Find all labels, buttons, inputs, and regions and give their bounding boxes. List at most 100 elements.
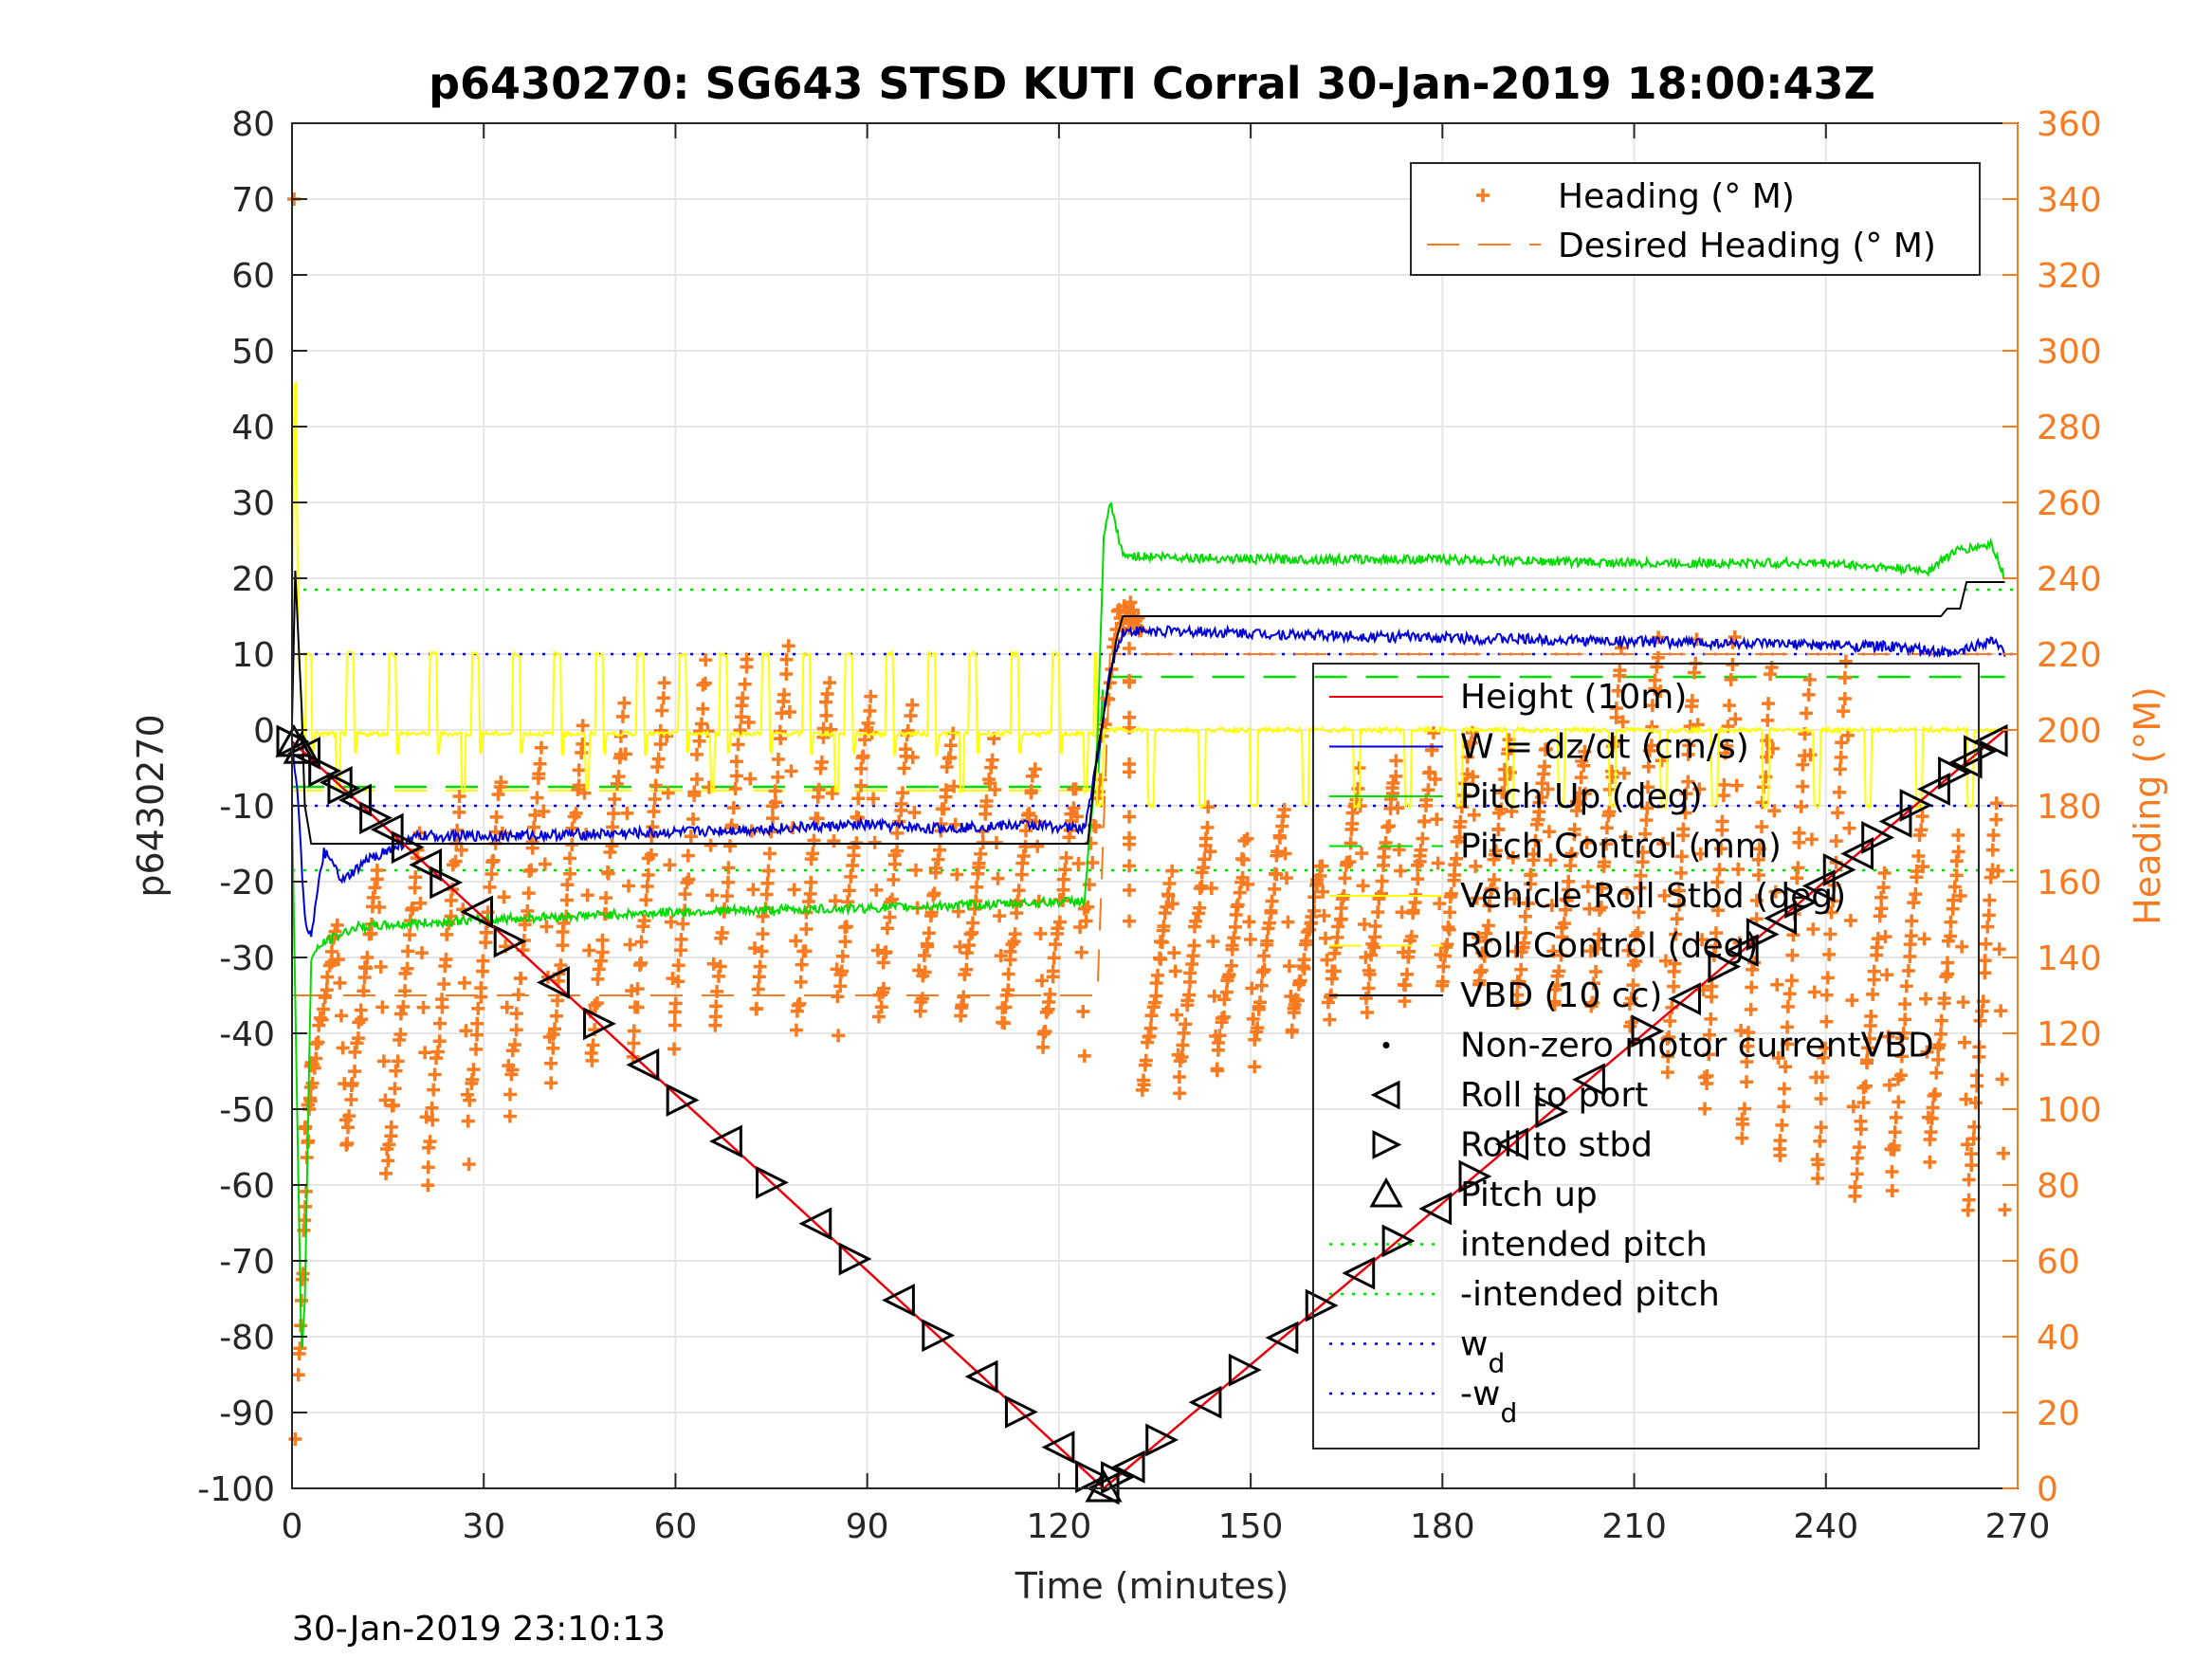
y-right-tick-label: 0 <box>2037 1470 2058 1509</box>
heading-point <box>1742 1026 1756 1040</box>
heading-point <box>586 1038 600 1052</box>
heading-point <box>771 770 785 784</box>
heading-point <box>1970 1068 1984 1083</box>
heading-point <box>1947 893 1961 907</box>
heading-point <box>1236 852 1251 866</box>
heading-point <box>388 1082 402 1096</box>
heading-point <box>668 996 683 1011</box>
heading-point <box>474 981 488 995</box>
heading-point <box>1598 855 1612 869</box>
x-tick-label: 240 <box>1793 1507 1858 1546</box>
heading-point <box>1858 1079 1873 1093</box>
heading-point <box>1682 738 1696 753</box>
heading-point <box>696 702 710 716</box>
heading-point <box>779 667 794 682</box>
heading-point <box>950 867 964 882</box>
heading-point <box>1487 873 1501 887</box>
heading-point <box>1323 1012 1337 1027</box>
heading-point <box>1317 908 1331 922</box>
heading-point <box>461 1114 475 1128</box>
heading-point <box>1290 994 1305 1008</box>
heading-point <box>1547 994 1562 1009</box>
legend-main-label: Non-zero motor currentVBD <box>1460 1027 1934 1066</box>
heading-point <box>1631 926 1645 940</box>
legend-main-label: Vehicle Roll Stbd (deg) <box>1460 877 1846 916</box>
heading-point <box>789 934 803 948</box>
legend-main-label: Roll to port <box>1460 1076 1648 1115</box>
y-right-tick-label: 20 <box>2037 1395 2080 1433</box>
y-right-tick-label: 100 <box>2037 1091 2102 1130</box>
heading-point <box>1093 773 1107 787</box>
heading-point <box>1546 944 1561 958</box>
heading-point <box>1518 909 1532 923</box>
heading-point <box>1940 956 1954 970</box>
heading-point <box>915 992 929 1006</box>
heading-point <box>559 893 574 907</box>
heading-point <box>1406 903 1420 918</box>
heading-point <box>1131 611 1145 625</box>
heading-point <box>667 1018 682 1032</box>
heading-point <box>617 696 631 710</box>
heading-point <box>1016 848 1031 863</box>
heading-point <box>425 1101 439 1115</box>
y-left-tick-label: 60 <box>231 257 275 296</box>
heading-point <box>348 1045 362 1059</box>
heading-point <box>728 781 742 795</box>
heading-point <box>1231 898 1245 912</box>
heading-point <box>413 896 428 910</box>
heading-point <box>345 1077 359 1091</box>
heading-point <box>563 866 577 881</box>
heading-point <box>1175 1049 1189 1064</box>
heading-point <box>1170 1008 1184 1022</box>
heading-point <box>1888 1125 1902 1139</box>
heading-point <box>468 1042 483 1056</box>
legend-main: Height (10m) W = dz/dt (cm/s) Pitch Up (de… <box>1312 663 1980 1449</box>
heading-point <box>1949 854 1964 868</box>
heading-point <box>1882 1078 1896 1092</box>
heading-point <box>1693 847 1708 861</box>
heading-point <box>342 1109 356 1123</box>
heading-point <box>1371 905 1385 920</box>
heading-point <box>1781 1037 1795 1051</box>
heading-point <box>503 1109 517 1123</box>
heading-point <box>940 760 954 775</box>
heading-point <box>1909 887 1923 902</box>
y-right-tick-label: 200 <box>2037 712 2102 751</box>
heading-point <box>1813 1134 1827 1148</box>
heading-point <box>1444 886 1458 901</box>
heading-point <box>1771 1050 1785 1065</box>
heading-point <box>1059 850 1073 865</box>
roll-port-marker <box>460 895 493 929</box>
y-left-tick-label: -50 <box>219 1091 275 1130</box>
heading-point <box>1270 867 1284 882</box>
heading-point <box>1557 917 1571 931</box>
heading-point <box>870 943 885 957</box>
heading-point <box>1702 1048 1716 1062</box>
roll-port-marker <box>1265 1321 1299 1355</box>
heading-point <box>1880 968 1894 982</box>
heading-point <box>1028 762 1042 776</box>
heading-point <box>324 944 338 958</box>
heading-point <box>799 922 814 937</box>
heading-point <box>563 851 576 866</box>
heading-point <box>1837 692 1852 706</box>
vehicle-roll-line <box>291 381 2006 811</box>
heading-point <box>1204 881 1218 895</box>
heading-point <box>1257 963 1271 977</box>
heading-point <box>988 783 1002 797</box>
heading-point <box>1639 813 1654 828</box>
heading-point <box>398 984 412 998</box>
roll-port-marker <box>1764 902 1798 936</box>
heading-point <box>709 999 723 1013</box>
heading-point <box>871 1010 886 1024</box>
heading-point <box>1526 847 1541 861</box>
heading-point <box>839 920 853 934</box>
heading-point <box>901 723 915 738</box>
heading-point <box>1213 1029 1227 1043</box>
heading-point <box>393 1007 408 1021</box>
heading-point <box>762 847 777 861</box>
heading-point <box>1889 1110 1903 1124</box>
roll-port-marker <box>537 965 570 999</box>
heading-point <box>525 835 539 849</box>
heading-point <box>1248 1032 1262 1047</box>
